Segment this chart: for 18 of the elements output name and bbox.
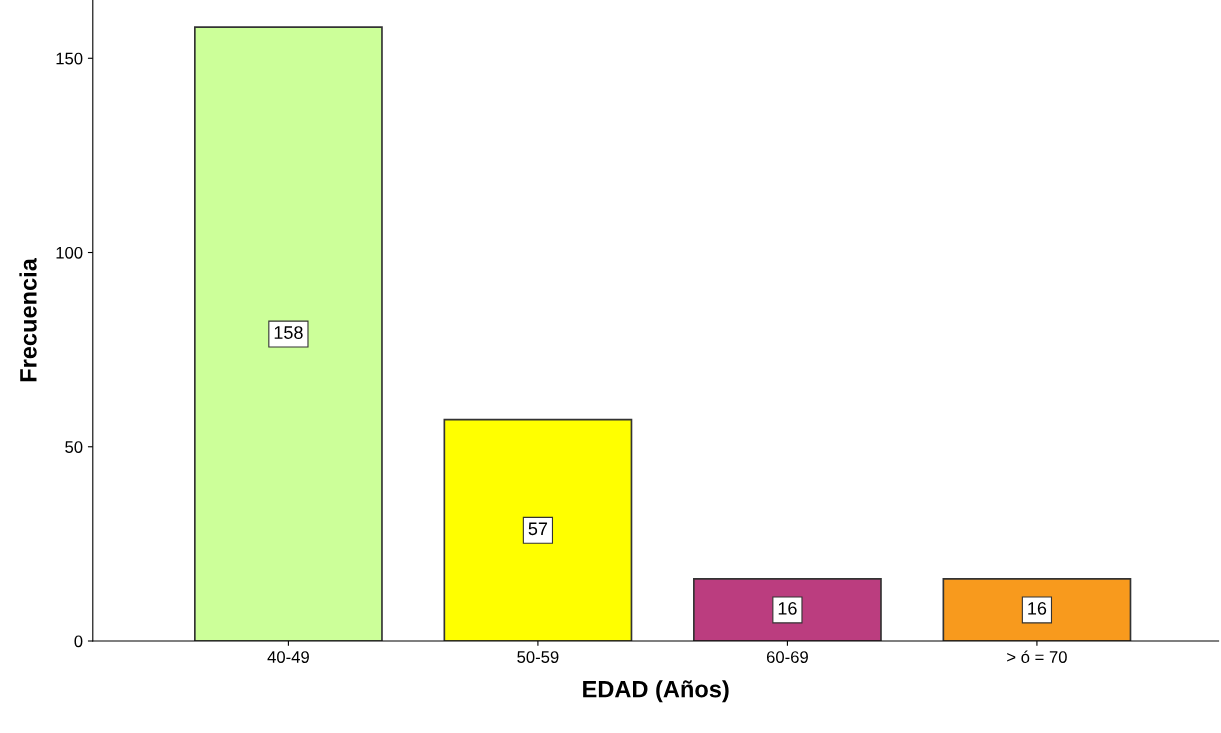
- bar: [443, 418, 633, 642]
- y-tick-label: 150: [56, 52, 83, 65]
- x-tick-label: 60-69: [766, 651, 808, 663]
- data-label: 16: [1028, 601, 1047, 615]
- bar: [942, 578, 1132, 642]
- y-tick-label: 50: [65, 441, 83, 453]
- data-label: 16: [778, 601, 797, 615]
- x-tick-label: 40-49: [267, 651, 309, 663]
- y-tick-label: 0: [74, 635, 83, 648]
- x-axis-title: EDAD (Años): [583, 680, 729, 703]
- y-axis-title: Frecuencia: [19, 258, 37, 382]
- data-label: 158: [274, 326, 303, 339]
- x-tick-label: > ó = 70: [1007, 650, 1067, 663]
- data-label: 57: [528, 522, 548, 536]
- bar: [194, 26, 383, 642]
- y-tick-label: 100: [56, 246, 83, 259]
- x-tick-label: 50-59: [517, 651, 559, 663]
- bar: [693, 578, 882, 642]
